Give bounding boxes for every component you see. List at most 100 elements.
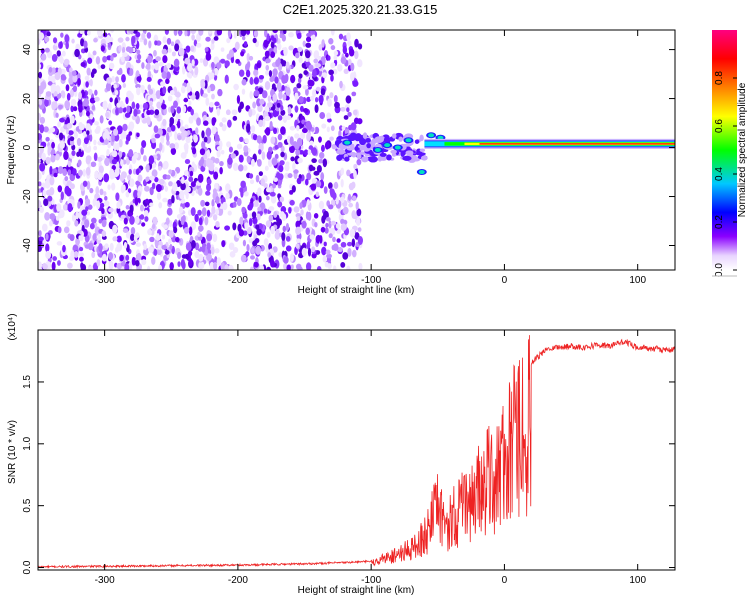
spectrogram-noise-dot <box>340 106 346 112</box>
spectrogram-noise-dot <box>353 117 359 125</box>
spectrogram-noise-dot <box>292 162 296 171</box>
spectrogram-noise-dot <box>256 62 262 68</box>
spectrogram-noise-dot <box>224 74 229 84</box>
spectrogram-noise-dot <box>311 158 317 164</box>
spectrogram-noise-dot <box>40 48 45 54</box>
spectrogram-noise-dot <box>209 261 215 270</box>
spectrogram-noise-dot <box>190 181 196 188</box>
spectrogram-noise-dot <box>295 243 300 249</box>
spectrogram-noise-dot <box>123 241 128 249</box>
spectrogram-noise-dot <box>265 127 271 136</box>
spectrogram-noise-dot <box>158 61 164 67</box>
spectrogram-noise-dot <box>153 125 159 133</box>
spectrogram-noise-dot <box>333 94 338 103</box>
spectrogram-noise-dot <box>89 187 94 194</box>
spectrogram-noise-dot <box>98 218 103 224</box>
spectrogram-noise-dot <box>217 88 223 97</box>
spectrogram-noise-dot <box>302 107 309 113</box>
spectrogram-y-ticks: -40 -20 0 20 40 <box>22 44 675 253</box>
spectrogram-noise-dot <box>59 41 63 49</box>
spectrogram-noise-dot <box>154 62 160 71</box>
spectrogram-noise-dot <box>169 90 175 96</box>
spectrogram-noise-dot <box>112 128 119 136</box>
spectrogram-noise-dot <box>74 220 79 227</box>
spectrogram-noise-dot <box>59 140 65 149</box>
y-tick-label: 40 <box>22 44 33 56</box>
spectrogram-noise-dot <box>205 52 212 61</box>
spectrogram-noise-dot <box>267 158 273 168</box>
spectrogram-noise-dot <box>300 174 305 182</box>
spectrogram-noise-dot <box>68 76 74 85</box>
spectrogram-noise-dot <box>62 168 68 176</box>
spectrogram-noise-dot <box>326 112 332 119</box>
spectrogram-onset-blob <box>366 142 371 149</box>
spectrogram-noise-dot <box>249 91 253 100</box>
spectrogram-noise-dot <box>38 99 43 106</box>
spectrogram-noise-dot <box>254 200 259 207</box>
spectrogram-noise-dot <box>306 199 311 205</box>
spectrogram-noise-dot <box>116 201 121 209</box>
spectrogram-noise-dot <box>299 105 304 112</box>
x-tick-label: 100 <box>629 575 646 586</box>
spectrogram-noise-dot <box>178 47 185 57</box>
spectrogram-noise-dot <box>93 152 98 162</box>
spectrogram-noise-dot <box>177 261 181 267</box>
spectrogram-noise-dot <box>305 211 310 220</box>
spectrogram-noise-dot <box>228 242 235 251</box>
spectrogram-noise-dot <box>200 261 205 269</box>
spectrogram-noise-dot <box>298 96 304 104</box>
spectrogram-noise-dot <box>84 198 91 206</box>
spectrogram-noise-dot <box>285 61 290 69</box>
spectrogram-noise-dot <box>227 210 232 216</box>
spectrogram-noise-dot <box>149 236 155 243</box>
spectrogram-noise-dot <box>290 156 295 162</box>
spectrogram-noise-dot <box>86 130 90 135</box>
spectrogram-patch-core <box>344 140 351 145</box>
spectrogram-noise-dot <box>305 36 312 42</box>
spectrogram-noise-dot <box>122 130 127 140</box>
spectrogram-noise-dot <box>104 243 109 249</box>
spectrogram-noise-dot <box>55 112 59 118</box>
spectrogram-noise-dot <box>324 261 329 268</box>
spectrogram-noise-dot <box>318 44 323 51</box>
spectrogram-noise-dot <box>324 227 329 234</box>
spectrogram-noise-dot <box>272 30 278 34</box>
spectrogram-noise-dot <box>347 111 352 117</box>
spectrogram-noise-dot <box>318 94 324 104</box>
spectrogram-noise-dot <box>182 105 187 113</box>
spectrogram-onset-blob <box>398 136 403 142</box>
spectrogram-noise-dot <box>270 195 277 204</box>
spectrogram-noise-dot <box>172 182 178 192</box>
spectrogram-noise-dot <box>288 206 292 214</box>
spectrogram-noise-dot <box>164 185 169 192</box>
spectrogram-noise-dot <box>281 232 286 241</box>
spectrogram-noise-dot <box>149 175 155 181</box>
spectrogram-noise-dot <box>108 207 114 213</box>
spectrogram-noise-dot <box>294 133 300 139</box>
spectrogram-noise-dot <box>86 67 91 76</box>
spectrogram-noise-dot <box>293 86 298 93</box>
spectrogram-noise-dot <box>198 217 203 226</box>
spectrogram-noise-dot <box>211 93 215 100</box>
spectrogram-noise-dot <box>216 107 221 116</box>
spectrogram-noise-dot <box>141 112 145 119</box>
spectrogram-noise-dot <box>136 49 141 55</box>
spectrogram-noise-dot <box>90 71 95 79</box>
spectrogram-noise-dot <box>305 262 312 270</box>
spectrogram-noise-dot <box>296 83 302 89</box>
spectrogram-noise-dot <box>251 158 255 167</box>
spectrogram-noise-dot <box>306 241 311 250</box>
spectrogram-noise-dot <box>166 132 170 142</box>
spectrogram-noise-dot <box>118 151 123 158</box>
spectrogram-noise-dot <box>59 117 65 123</box>
spectrogram-noise-dot <box>187 250 193 256</box>
spectrogram-noise-dot <box>74 132 78 139</box>
spectrogram-noise-dot <box>95 185 100 196</box>
spectrogram-patch-core <box>428 133 435 138</box>
spectrogram-noise-dot <box>141 32 146 41</box>
spectrogram-noise-dot <box>112 236 118 242</box>
spectrogram-noise-dot <box>188 176 194 182</box>
spectrogram-noise-dot <box>328 182 333 190</box>
spectrogram-noise-dot <box>57 121 62 128</box>
spectrogram-noise-dot <box>125 205 130 210</box>
